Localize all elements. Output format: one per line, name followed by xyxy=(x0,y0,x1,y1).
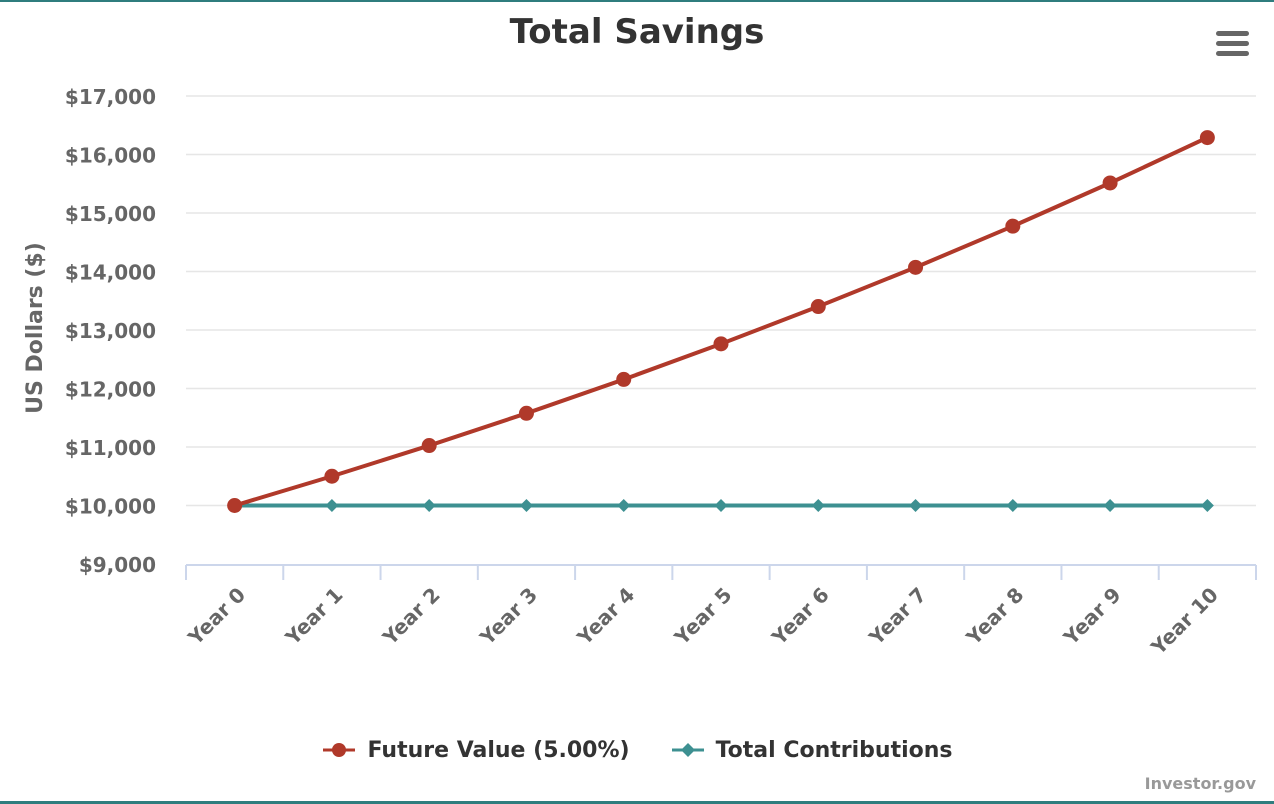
legend-label-future-value: Future Value (5.00%) xyxy=(367,737,630,763)
chart-title: Total Savings xyxy=(509,12,765,52)
data-point-future-value[interactable] xyxy=(421,438,437,454)
y-tick-label: $11,000 xyxy=(65,436,156,460)
x-tick-label: Year 3 xyxy=(474,583,541,650)
x-tick-label: Year 5 xyxy=(669,583,736,650)
data-point-future-value[interactable] xyxy=(713,336,729,352)
y-tick-label: $14,000 xyxy=(65,261,156,285)
legend-marker-circle-icon xyxy=(323,743,356,757)
data-point-total-contributions[interactable] xyxy=(1200,499,1214,512)
x-tick-label: Year 0 xyxy=(183,583,250,650)
x-tick-label: Year 4 xyxy=(572,583,639,650)
data-point-future-value[interactable] xyxy=(1199,130,1215,146)
data-point-future-value[interactable] xyxy=(810,299,826,315)
y-tick-label: $17,000 xyxy=(65,85,156,109)
top-rule xyxy=(0,0,1274,2)
data-point-future-value[interactable] xyxy=(1005,218,1021,234)
data-point-total-contributions[interactable] xyxy=(714,499,728,512)
data-point-future-value[interactable] xyxy=(908,259,924,275)
y-tick-label: $9,000 xyxy=(79,553,156,577)
hamburger-menu-icon xyxy=(1216,31,1249,36)
data-point-total-contributions[interactable] xyxy=(1006,499,1020,512)
data-point-total-contributions[interactable] xyxy=(1103,499,1117,512)
y-tick-label: $13,000 xyxy=(65,319,156,343)
legend-label-total-contributions: Total Contributions xyxy=(715,737,953,763)
data-point-total-contributions[interactable] xyxy=(811,499,825,512)
data-point-total-contributions[interactable] xyxy=(909,499,923,512)
x-tick-label: Year 7 xyxy=(864,583,931,650)
x-tick-label: Year 6 xyxy=(766,583,833,650)
data-point-future-value[interactable] xyxy=(227,498,243,513)
y-tick-label: $15,000 xyxy=(65,202,156,226)
x-tick-label: Year 10 xyxy=(1146,583,1223,660)
series-line-future-value xyxy=(232,135,1210,508)
legend-item-total-contributions[interactable]: Total Contributions xyxy=(670,738,953,763)
chart-legend: Future Value (5.00%) Total Contributions xyxy=(0,730,1274,770)
data-point-total-contributions[interactable] xyxy=(325,499,339,512)
x-tick-label: Year 1 xyxy=(280,583,347,650)
legend-marker-diamond-icon xyxy=(671,743,704,757)
data-point-total-contributions[interactable] xyxy=(617,499,631,512)
y-tick-label: $12,000 xyxy=(65,378,156,402)
data-point-total-contributions[interactable] xyxy=(422,499,436,512)
y-tick-label: $10,000 xyxy=(65,495,156,519)
x-tick-label: Year 9 xyxy=(1058,583,1125,650)
y-tick-label: $16,000 xyxy=(65,144,156,168)
legend-item-future-value[interactable]: Future Value (5.00%) xyxy=(321,737,630,763)
chart-plot-area: $9,000 $10,000 $11,000 $12,000 $13,000 $14,00… xyxy=(23,85,1257,660)
hamburger-menu-icon-bar xyxy=(1216,51,1249,56)
y-axis-title: US Dollars ($) xyxy=(23,242,48,414)
data-point-future-value[interactable] xyxy=(324,468,340,484)
hamburger-menu-icon-bar xyxy=(1216,41,1249,46)
data-point-future-value[interactable] xyxy=(1102,175,1118,191)
data-point-future-value[interactable] xyxy=(518,405,534,421)
data-point-future-value[interactable] xyxy=(616,371,632,387)
data-point-total-contributions[interactable] xyxy=(519,499,533,512)
chart-menu-button[interactable] xyxy=(1212,26,1252,62)
bottom-rule xyxy=(0,801,1274,804)
credit-link[interactable]: Investor.gov xyxy=(1144,774,1256,793)
x-tick-label: Year 8 xyxy=(961,583,1028,650)
x-tick-label: Year 2 xyxy=(377,583,444,650)
